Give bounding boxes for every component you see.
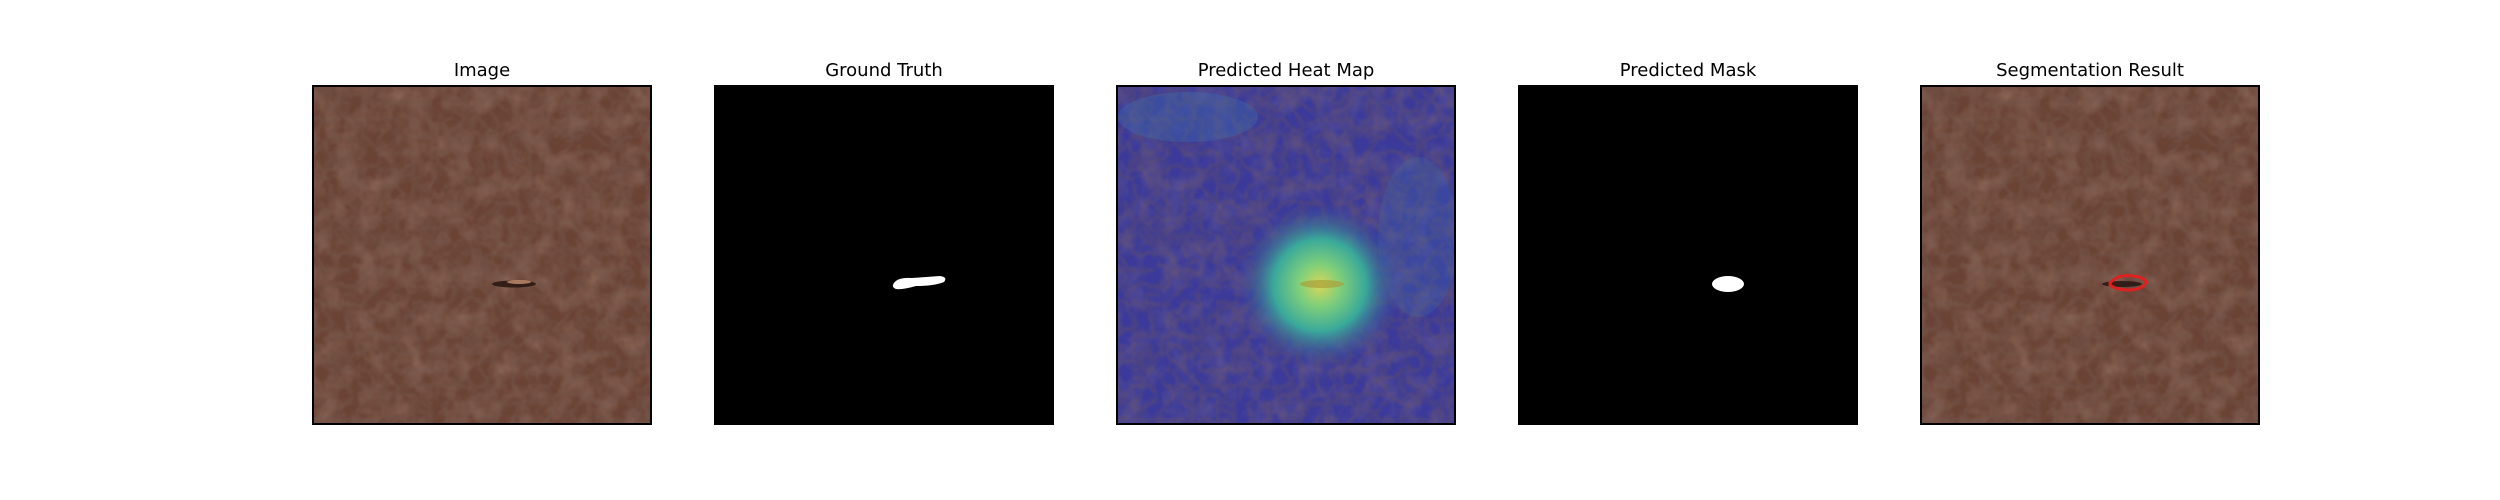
leather-image	[312, 85, 652, 425]
predicted-heatmap	[1116, 85, 1456, 425]
panel-title: Predicted Mask	[1619, 60, 1757, 81]
segmentation-result	[1920, 85, 2260, 425]
ground-truth-mask	[714, 85, 1054, 425]
predicted-mask	[1518, 85, 1858, 425]
predicted-region	[1712, 276, 1744, 292]
panel-title: Predicted Heat Map	[1197, 60, 1375, 81]
ground-truth-region	[892, 276, 946, 290]
panel-title: Segmentation Result	[1996, 60, 2184, 81]
heat-hotspot	[1118, 87, 1454, 423]
segmentation-contour	[2108, 274, 2148, 292]
panel-title: Image	[453, 60, 511, 81]
panel-title: Ground Truth	[825, 60, 943, 81]
